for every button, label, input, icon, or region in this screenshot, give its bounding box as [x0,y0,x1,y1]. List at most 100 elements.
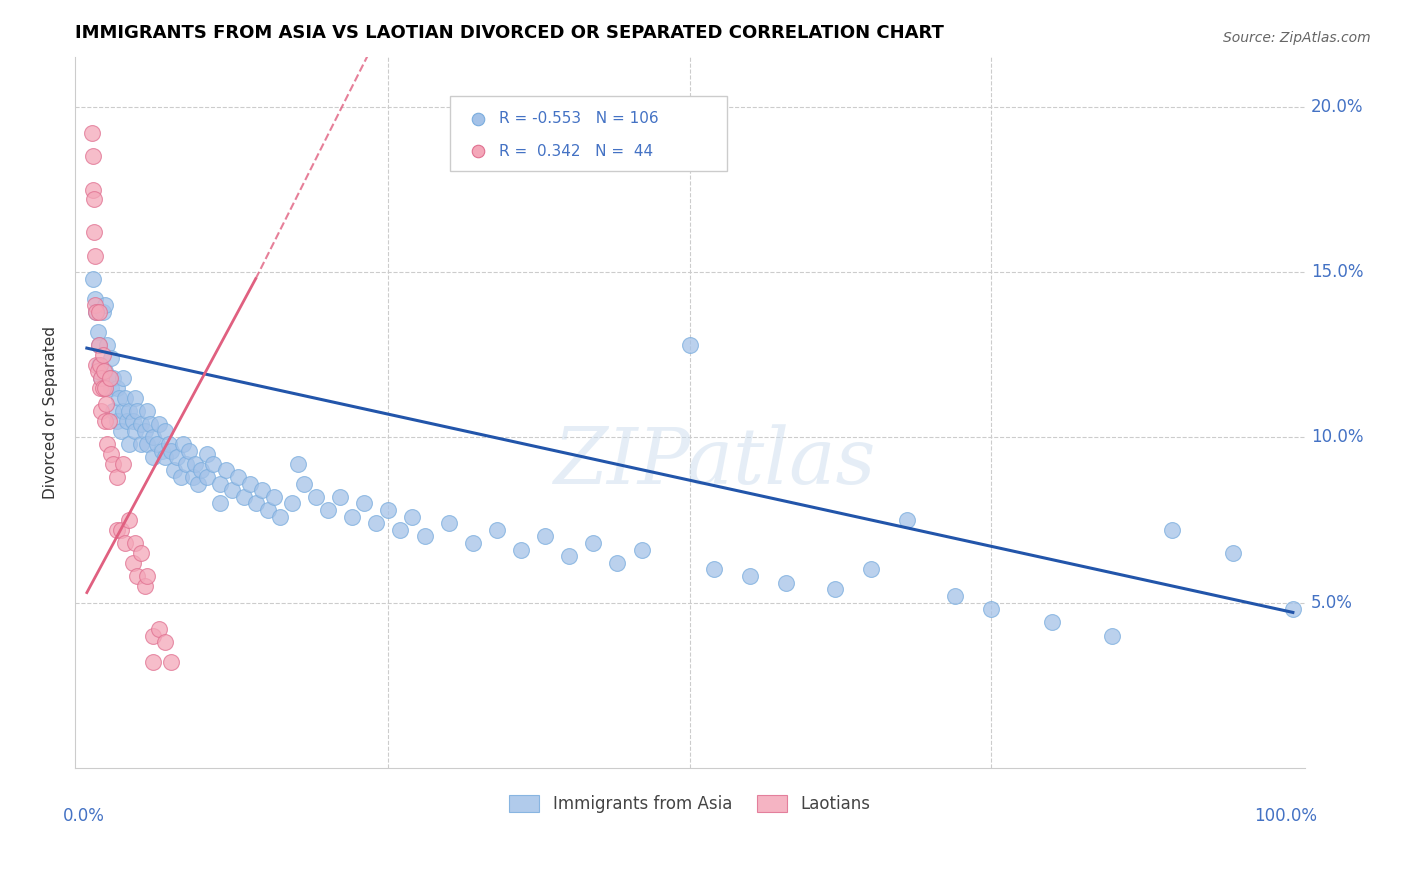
Point [181,470,204,484]
Point [401,509,423,524]
Point [90,371,112,385]
Point [105,470,128,484]
FancyBboxPatch shape [450,96,727,171]
Text: Source: ZipAtlas.com: Source: ZipAtlas.com [1223,31,1371,45]
Point [80,127,103,141]
Point [510,542,533,557]
Point [100,351,122,365]
Point [703,562,725,576]
Text: 5.0%: 5.0% [1310,593,1353,612]
Point [87,358,110,372]
Point [160,655,183,669]
Point [534,529,557,543]
Point [142,430,165,444]
Point [86,325,108,339]
Point [1101,628,1123,642]
Point [96,437,118,451]
Point [179,443,201,458]
Point [197,470,219,484]
Point [94,381,117,395]
Point [461,536,484,550]
Point [287,457,309,471]
Point [980,602,1002,616]
Point [118,513,141,527]
Text: IMMIGRANTS FROM ASIA VS LAOTIAN DIVORCED OR SEPARATED CORRELATION CHART: IMMIGRANTS FROM ASIA VS LAOTIAN DIVORCED… [75,24,943,42]
Point [114,536,136,550]
Point [112,457,135,471]
Point [558,549,581,564]
Point [91,305,114,319]
Point [250,483,273,498]
Point [96,338,118,352]
Text: R = -0.553   N = 106: R = -0.553 N = 106 [499,112,659,127]
Point [100,381,122,395]
Point [896,513,918,527]
Point [160,443,183,458]
Point [86,358,108,372]
Point [155,424,177,438]
Point [127,404,149,418]
Point [94,397,117,411]
Point [100,447,122,461]
Point [118,404,141,418]
Point [87,305,110,319]
Point [129,437,152,451]
Point [127,569,149,583]
Point [214,463,236,477]
Point [138,417,160,431]
Point [163,463,186,477]
Point [221,483,243,498]
Y-axis label: Divorced or Separated: Divorced or Separated [44,326,58,499]
Point [353,496,375,510]
Point [679,338,702,352]
Point [110,523,132,537]
Point [142,628,165,642]
Point [202,457,225,471]
Point [94,364,117,378]
Point [118,437,141,451]
Point [269,509,291,524]
Text: 10.0%: 10.0% [1310,428,1364,446]
Point [124,391,146,405]
Point [148,622,170,636]
Point [82,271,104,285]
Point [86,305,108,319]
Point [142,450,165,464]
Point [90,371,112,385]
Point [89,381,111,395]
Point [148,417,170,431]
Point [129,546,152,560]
Point [232,490,254,504]
Point [91,381,114,395]
Point [82,149,104,163]
Point [859,562,882,576]
Legend: Immigrants from Asia, Laotians: Immigrants from Asia, Laotians [503,789,877,820]
Point [121,556,143,570]
Point [105,523,128,537]
Text: 20.0%: 20.0% [1310,98,1364,116]
Point [115,414,138,428]
Point [146,437,169,451]
Point [134,579,156,593]
Point [226,470,249,484]
Point [136,569,159,583]
Point [630,542,652,557]
Point [305,490,328,504]
Point [84,292,107,306]
Point [187,476,209,491]
Text: ZIPatlas: ZIPatlas [554,424,876,500]
Text: 100.0%: 100.0% [1254,806,1317,825]
Point [329,490,352,504]
Point [110,424,132,438]
Point [94,298,117,312]
Point [740,569,762,583]
Point [86,305,108,319]
Point [389,523,412,537]
Point [136,437,159,451]
Point [121,414,143,428]
Point [97,371,120,385]
Point [190,463,212,477]
Point [83,226,105,240]
Point [108,391,131,405]
Point [366,516,388,531]
